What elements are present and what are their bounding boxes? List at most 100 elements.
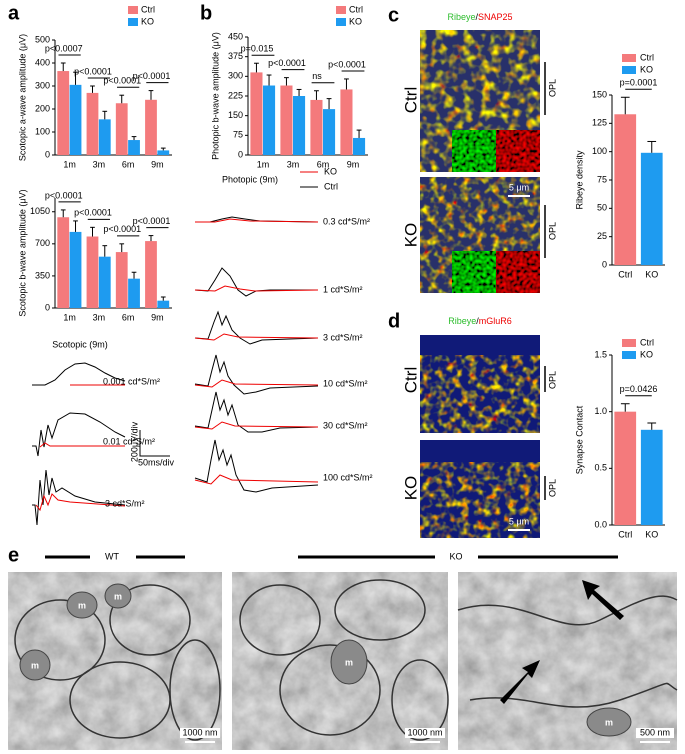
- trace: [32, 469, 126, 526]
- y-tick-label: 0: [45, 302, 50, 312]
- bar: [293, 96, 306, 155]
- intensity-label: 3 cd*S/m²: [323, 332, 363, 342]
- y-tick-label: 1.5: [594, 349, 607, 359]
- x-tick-label: 3m: [93, 312, 106, 322]
- arrow: [500, 660, 540, 704]
- layer-label: OPL: [547, 79, 557, 97]
- layer-label: OPL: [547, 371, 557, 389]
- y-tick-label: 375: [228, 51, 243, 61]
- x-tick-label: 1m: [63, 159, 76, 169]
- photopic-traces: [194, 216, 319, 493]
- layer-label: OPL: [547, 222, 557, 240]
- title-part: Ribeye: [447, 12, 475, 22]
- intensity-label: 10 cd*S/m²: [323, 378, 368, 388]
- bar: [128, 278, 140, 308]
- legend-swatch: [622, 66, 636, 74]
- y-tick-label: 0: [238, 149, 243, 159]
- intensity-label: 0.001 cd*S/m²: [103, 376, 160, 386]
- panel-label: d: [388, 310, 400, 332]
- y-tick-label: 125: [592, 118, 607, 128]
- y-tick-label: 75: [233, 130, 243, 140]
- bar: [69, 231, 82, 308]
- y-tick-label: 150: [228, 110, 243, 120]
- intensity-label: 1 cd*S/m²: [323, 284, 363, 294]
- y-tick-label: 500: [35, 34, 50, 44]
- trace: [194, 285, 319, 292]
- x-tick-label: 1m: [257, 159, 270, 169]
- micrograph: [420, 335, 540, 538]
- trace-title: Scotopic (9m): [52, 339, 108, 349]
- title-part: /: [475, 12, 478, 22]
- mitochondria: [19, 583, 632, 737]
- bar: [115, 252, 128, 308]
- legend-swatch: [336, 18, 346, 26]
- trace: [39, 442, 125, 448]
- label-bg: [405, 728, 445, 738]
- bar: [69, 84, 82, 155]
- bar: [157, 150, 170, 155]
- bar: [86, 236, 99, 308]
- bar: [640, 429, 663, 525]
- bar: [57, 71, 70, 155]
- x-tick-label: 3m: [287, 159, 300, 169]
- scale-label: 50ms/div: [138, 457, 175, 467]
- trace: [194, 267, 318, 297]
- membranes: [14, 579, 678, 741]
- annotation: p=0.015: [241, 44, 274, 54]
- row-label: Ctrl: [401, 87, 420, 113]
- intensity-label: 3 cd*S/m²: [105, 498, 145, 508]
- y-axis-label: Photopic b-wave amplitude (μV): [210, 32, 220, 160]
- y-tick-label: 0: [602, 259, 607, 269]
- legend-label: KO: [640, 64, 653, 74]
- label-bg: [636, 728, 674, 738]
- y-axis-label: Scotopic a-wave amplitude (μV): [17, 34, 27, 161]
- trace: [194, 439, 319, 493]
- scale-label: 200μV/div: [129, 421, 139, 462]
- x-tick-label: KO: [645, 529, 658, 539]
- scale-label: 1000 nm: [182, 727, 217, 737]
- x-tick-label: 9m: [151, 312, 164, 322]
- y-axis-label: Synapse Contact: [574, 405, 584, 474]
- legend-swatch: [336, 6, 346, 14]
- legend-label: Ctrl: [141, 4, 155, 14]
- annotation: p=0.0001: [620, 78, 658, 88]
- y-tick-label: 50: [597, 203, 607, 213]
- y-tick-label: 300: [228, 71, 243, 81]
- image: [420, 355, 540, 433]
- annotation: p<0.0001: [133, 71, 171, 81]
- y-tick-label: 100: [35, 126, 50, 136]
- scale-bar: [139, 430, 170, 457]
- x-tick-label: 9m: [151, 159, 164, 169]
- inset: [495, 250, 541, 294]
- annotation: p<0.0001: [74, 66, 112, 76]
- y-tick-label: 200: [35, 103, 50, 113]
- trace: [35, 493, 126, 512]
- panel-title: Ribeye/SNAP25: [447, 12, 512, 22]
- bar: [340, 89, 353, 155]
- intensity-label: 30 cd*S/m²: [323, 420, 368, 430]
- image: [420, 462, 540, 538]
- trace: [194, 474, 319, 485]
- bar: [640, 152, 663, 265]
- trace: [194, 391, 319, 433]
- trace: [195, 218, 319, 223]
- x-tick-label: 6m: [317, 159, 330, 169]
- legend-swatch: [622, 351, 636, 359]
- layer-label: OPL: [547, 479, 557, 497]
- mito-label: m: [78, 600, 86, 610]
- legend-swatch: [622, 54, 636, 62]
- trace: [194, 379, 319, 388]
- y-axis-label: Scotopic b-wave amplitude (μV): [17, 189, 27, 316]
- x-tick-label: 1m: [63, 312, 76, 322]
- bar: [145, 99, 157, 155]
- legend-swatch: [128, 6, 138, 14]
- legend-label: KO: [141, 16, 154, 26]
- image: [458, 572, 677, 750]
- y-tick-label: 225: [228, 90, 243, 100]
- annotation: p<0.0007: [45, 43, 83, 53]
- annotation: p<0.0001: [133, 216, 171, 226]
- bar: [250, 72, 263, 155]
- scale-label: 5 μm: [509, 182, 529, 192]
- y-tick-label: 75: [597, 174, 607, 184]
- annotation: p=0.0426: [620, 384, 658, 394]
